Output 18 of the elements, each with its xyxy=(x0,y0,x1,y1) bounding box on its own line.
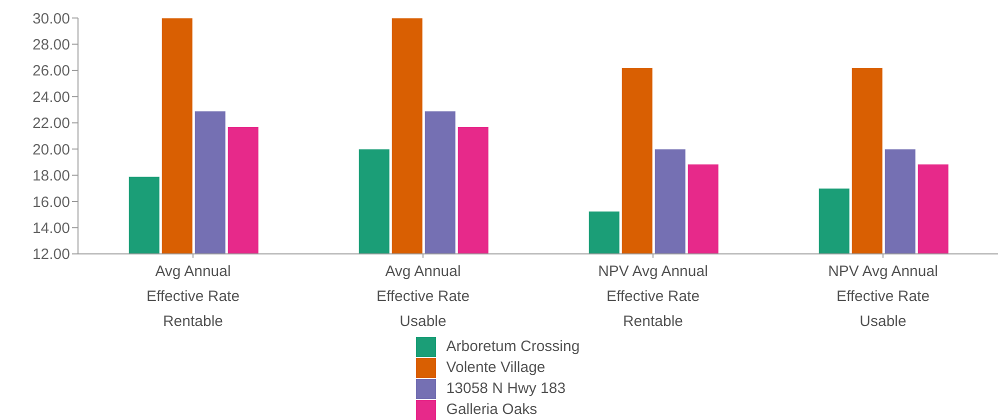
y-tick-label: 26.00 xyxy=(32,62,70,80)
y-tick-label: 16.00 xyxy=(32,194,70,211)
x-tick-label: NPV Avg Annual Effective Rate Usable xyxy=(828,262,938,330)
y-tick-label: 30.00 xyxy=(32,10,70,28)
legend-label: Volente Village xyxy=(446,358,546,376)
y-tick-label: 14.00 xyxy=(32,220,70,237)
x-tick-label: NPV Avg Annual Effective Rate Rentable xyxy=(598,262,708,330)
legend-label: Arboretum Crossing xyxy=(446,338,580,355)
x-tick-label: Avg Annual Effective Rate Rentable xyxy=(146,262,240,330)
y-tick-label: 12.00 xyxy=(32,246,70,264)
legend-label: 13058 N Hwy 183 xyxy=(446,380,566,397)
y-tick-label: 18.00 xyxy=(32,168,70,185)
y-tick-label: 22.00 xyxy=(32,115,70,132)
y-tick-label: 24.00 xyxy=(32,88,70,106)
y-tick-label: 20.00 xyxy=(32,141,70,158)
legend-label: Galleria Oaks xyxy=(446,400,538,418)
y-tick-label: 28.00 xyxy=(32,36,70,54)
x-tick-label: Avg Annual Effective Rate Usable xyxy=(376,262,470,330)
